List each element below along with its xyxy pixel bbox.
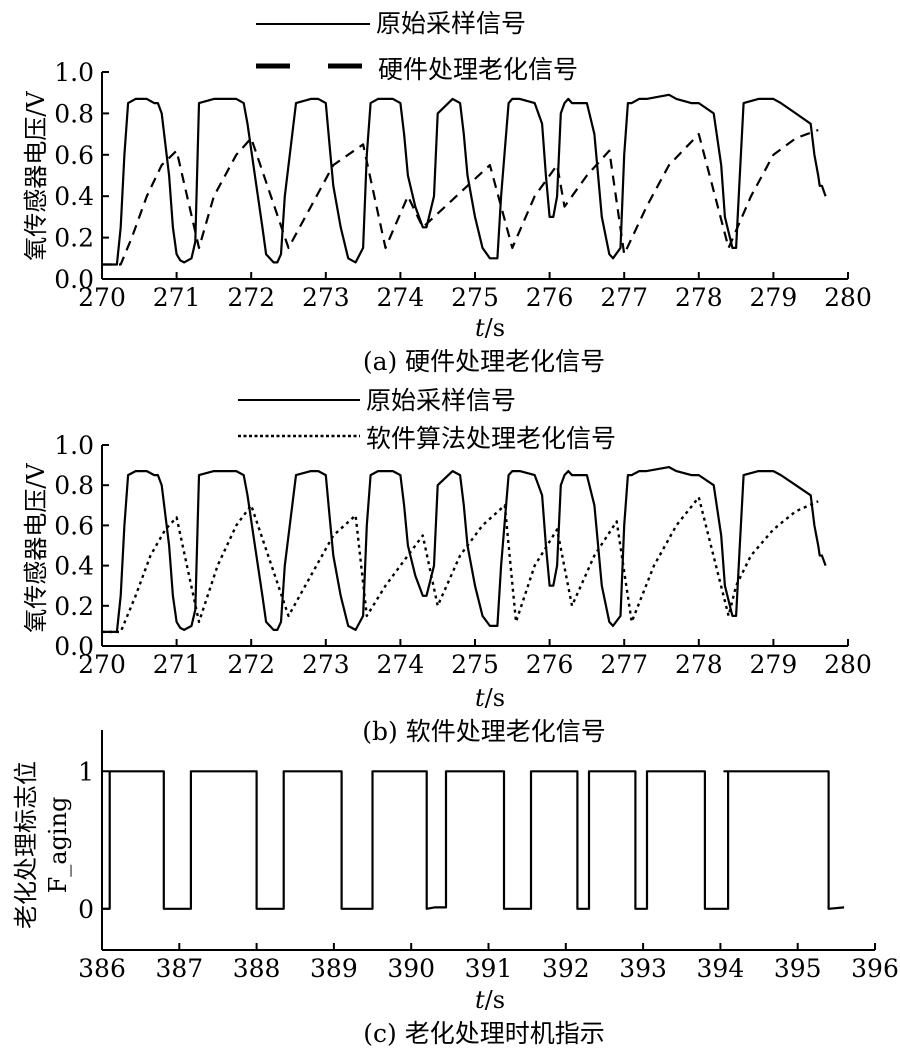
y-tick-label: 0.2 bbox=[54, 592, 94, 621]
chart-panel-b: 原始采样信号 软件算法处理老化信号 氧传感器电压/V (b) 软件处理老化信号 … bbox=[22, 386, 872, 746]
chart-panel-a: 原始采样信号 硬件处理老化信号 氧传感器电压/V (a) 硬件处理老化信号 t/… bbox=[22, 9, 872, 376]
x-tick-label: 277 bbox=[600, 283, 648, 312]
y-tick-label: 1.0 bbox=[54, 58, 94, 87]
x-tick-label: 387 bbox=[155, 954, 203, 983]
y-tick-label: 0.8 bbox=[54, 99, 94, 128]
y-tick-label: 0.6 bbox=[54, 141, 94, 170]
x-tick-label: 274 bbox=[377, 650, 425, 679]
chart-panel-c: 老化处理标志位 F_aging (c) 老化处理时机指示 t/s 386 387 3… bbox=[12, 730, 899, 1048]
x-axis-label-a: t/s bbox=[475, 314, 505, 342]
series-line-hardware bbox=[102, 128, 819, 266]
x-tick-label: 280 bbox=[824, 283, 872, 312]
y-tick-label: 1 bbox=[78, 757, 94, 786]
x-tick-label: 394 bbox=[697, 954, 745, 983]
series-line-raw bbox=[102, 770, 845, 910]
legend-label-software-b: 软件算法处理老化信号 bbox=[366, 424, 616, 453]
series-line-raw bbox=[102, 93, 827, 266]
y-tick-label: 0 bbox=[78, 895, 94, 924]
y-axis-label-c-line2: F_aging bbox=[44, 797, 72, 894]
x-tick-label: 390 bbox=[387, 954, 435, 983]
series-line-software bbox=[102, 496, 819, 634]
x-tick-label: 393 bbox=[619, 954, 667, 983]
x-tick-label: 277 bbox=[600, 650, 648, 679]
x-tick-label: 278 bbox=[675, 283, 723, 312]
x-tick-label: 271 bbox=[153, 650, 201, 679]
x-tick-label: 272 bbox=[227, 650, 275, 679]
y-axis-label-b: 氧传感器电压/V bbox=[22, 463, 50, 633]
x-tick-label: 280 bbox=[824, 650, 872, 679]
y-tick-label: 0.2 bbox=[54, 224, 94, 253]
x-tick-label: 275 bbox=[451, 283, 499, 312]
x-tick-label: 271 bbox=[153, 283, 201, 312]
x-tick-label: 389 bbox=[310, 954, 358, 983]
y-tick-label: 0.4 bbox=[54, 552, 94, 581]
x-tick-label: 391 bbox=[465, 954, 513, 983]
legend-label-raw-b: 原始采样信号 bbox=[366, 386, 516, 415]
y-axis-label-c-line1: 老化处理标志位 bbox=[12, 761, 40, 929]
x-tick-label: 396 bbox=[851, 954, 899, 983]
x-tick-label: 274 bbox=[377, 283, 425, 312]
x-tick-label: 273 bbox=[302, 283, 350, 312]
x-tick-label: 273 bbox=[302, 650, 350, 679]
x-tick-label: 279 bbox=[750, 283, 798, 312]
x-tick-label: 279 bbox=[750, 650, 798, 679]
x-tick-label: 270 bbox=[78, 283, 126, 312]
x-axis-label-c: t/s bbox=[475, 986, 505, 1014]
legend-label-raw-a: 原始采样信号 bbox=[376, 9, 526, 38]
y-tick-label: 0.4 bbox=[54, 182, 94, 211]
y-tick-label: 0.0 bbox=[54, 265, 94, 294]
x-tick-label: 272 bbox=[227, 283, 275, 312]
y-axis-label-a: 氧传感器电压/V bbox=[22, 91, 50, 261]
x-tick-label: 275 bbox=[451, 650, 499, 679]
x-tick-label: 386 bbox=[78, 954, 126, 983]
y-tick-label: 0.6 bbox=[54, 511, 94, 540]
x-tick-label: 395 bbox=[774, 954, 822, 983]
x-tick-label: 392 bbox=[542, 954, 590, 983]
y-tick-label: 0.8 bbox=[54, 471, 94, 500]
x-tick-label: 388 bbox=[233, 954, 281, 983]
x-tick-label: 276 bbox=[526, 283, 574, 312]
caption-c: (c) 老化处理时机指示 bbox=[363, 1019, 604, 1048]
caption-b: (b) 软件处理老化信号 bbox=[362, 717, 605, 746]
x-tick-label: 278 bbox=[675, 650, 723, 679]
y-tick-label: 1.0 bbox=[54, 431, 94, 460]
series-line-raw bbox=[102, 466, 827, 634]
x-axis-label-b: t/s bbox=[475, 684, 505, 712]
y-tick-label: 0.0 bbox=[54, 632, 94, 661]
legend-label-hardware-a: 硬件处理老化信号 bbox=[378, 55, 578, 84]
x-tick-label: 270 bbox=[78, 650, 126, 679]
caption-a: (a) 硬件处理老化信号 bbox=[363, 347, 605, 376]
x-tick-label: 276 bbox=[526, 650, 574, 679]
